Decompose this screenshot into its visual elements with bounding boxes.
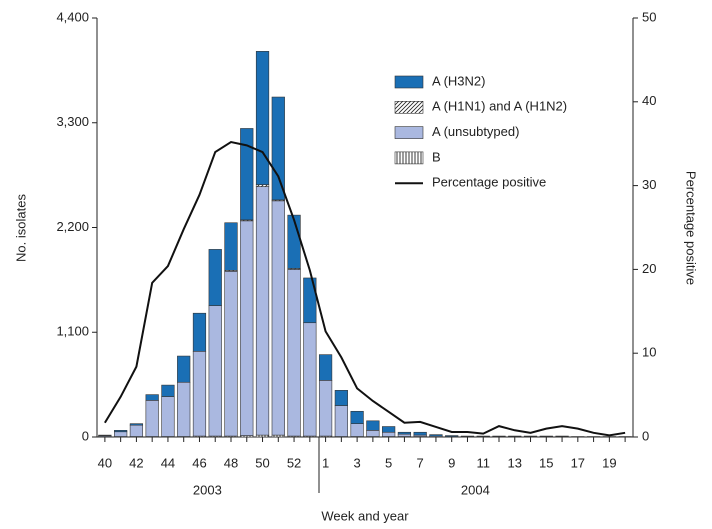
bar-segment bbox=[303, 277, 317, 324]
y2-tick-label: 30 bbox=[642, 177, 656, 192]
bar-segment bbox=[114, 431, 128, 437]
bar-segment bbox=[224, 222, 238, 271]
x-tick-label: 11 bbox=[476, 455, 490, 470]
x-tick-label: 13 bbox=[508, 455, 522, 470]
line-series bbox=[104, 140, 626, 437]
bar-segment bbox=[192, 312, 207, 352]
bar-segment bbox=[129, 424, 144, 437]
legend-label: B bbox=[432, 149, 441, 164]
bar-segment bbox=[177, 355, 191, 383]
y-axis-title: No. isolates bbox=[13, 194, 28, 262]
x-tick-label: 3 bbox=[354, 455, 361, 470]
legend-swatch bbox=[394, 75, 424, 89]
bar-segment bbox=[145, 400, 159, 437]
bar-segment bbox=[318, 354, 333, 381]
bar-segment bbox=[397, 433, 412, 437]
bar-segment bbox=[287, 269, 301, 437]
y2-tick-label: 40 bbox=[642, 93, 656, 108]
y2-tick-label: 20 bbox=[642, 261, 656, 276]
x-tick-label: 42 bbox=[129, 455, 143, 470]
year-label: 2004 bbox=[461, 482, 490, 497]
bar-segment bbox=[129, 423, 144, 426]
year-label: 2003 bbox=[193, 482, 222, 497]
x-tick-label: 40 bbox=[98, 455, 112, 470]
x-tick-label: 17 bbox=[571, 455, 585, 470]
y-tick-label: 2,200 bbox=[56, 219, 89, 234]
x-tick-label: 52 bbox=[287, 455, 301, 470]
legend-swatch bbox=[394, 126, 424, 139]
bar-segment bbox=[334, 390, 348, 406]
x-tick-label: 5 bbox=[385, 455, 392, 470]
x-tick-label: 1 bbox=[322, 455, 329, 470]
x-axis-title: Week and year bbox=[321, 508, 409, 523]
legend-label: A (H1N1) and A (H1N2) bbox=[432, 99, 567, 114]
bar-segment bbox=[303, 322, 317, 437]
y-tick-label: 0 bbox=[82, 428, 89, 443]
bar-segment bbox=[255, 186, 270, 436]
bar-segment bbox=[271, 200, 285, 436]
bar-segment bbox=[240, 128, 254, 221]
legend-swatch bbox=[394, 151, 424, 165]
bar-segment bbox=[177, 381, 191, 437]
legend-label: A (H3N2) bbox=[432, 73, 485, 88]
bar-segment bbox=[255, 51, 270, 185]
y-tick-label: 1,100 bbox=[56, 324, 89, 339]
y2-tick-label: 0 bbox=[642, 428, 649, 443]
x-tick-label: 46 bbox=[192, 455, 206, 470]
bar-segment bbox=[240, 220, 254, 436]
x-tick-label: 44 bbox=[161, 455, 175, 470]
bar-segment bbox=[397, 431, 412, 435]
y-tick-label: 3,300 bbox=[56, 114, 89, 129]
bar-segment bbox=[114, 430, 128, 433]
legend-label: A (unsubtyped) bbox=[432, 124, 519, 139]
bar-segment bbox=[208, 249, 222, 306]
x-tick-label: 15 bbox=[539, 455, 553, 470]
bar-segment bbox=[413, 431, 427, 436]
y2-axis-title: Percentage positive bbox=[684, 171, 699, 285]
y2-tick-label: 50 bbox=[642, 9, 656, 24]
bar-segment bbox=[334, 405, 348, 437]
bar-segment bbox=[382, 426, 396, 433]
bar-segment bbox=[224, 271, 238, 437]
legend-swatch bbox=[394, 101, 424, 114]
y-tick-label: 4,400 bbox=[56, 9, 89, 24]
bar-segment bbox=[318, 380, 333, 437]
bar-segment bbox=[145, 394, 159, 401]
bar-segment bbox=[271, 96, 285, 201]
bar-segment bbox=[366, 430, 380, 437]
bar-segment bbox=[366, 420, 380, 431]
x-tick-label: 7 bbox=[417, 455, 424, 470]
y2-tick-label: 10 bbox=[642, 345, 656, 360]
legend-label: Percentage positive bbox=[432, 175, 546, 190]
x-tick-label: 19 bbox=[602, 455, 616, 470]
x-tick-label: 50 bbox=[255, 455, 269, 470]
bar-segment bbox=[429, 434, 443, 437]
bar-segment bbox=[350, 410, 364, 424]
x-tick-label: 9 bbox=[448, 455, 455, 470]
bar-segment bbox=[350, 423, 364, 437]
bar-segment bbox=[382, 431, 396, 437]
bar-segment bbox=[445, 435, 459, 437]
bar-segment bbox=[161, 384, 175, 397]
bar-segment bbox=[161, 396, 175, 437]
bar-segment bbox=[192, 350, 207, 437]
x-tick-label: 48 bbox=[224, 455, 238, 470]
bar-segment bbox=[208, 305, 222, 437]
